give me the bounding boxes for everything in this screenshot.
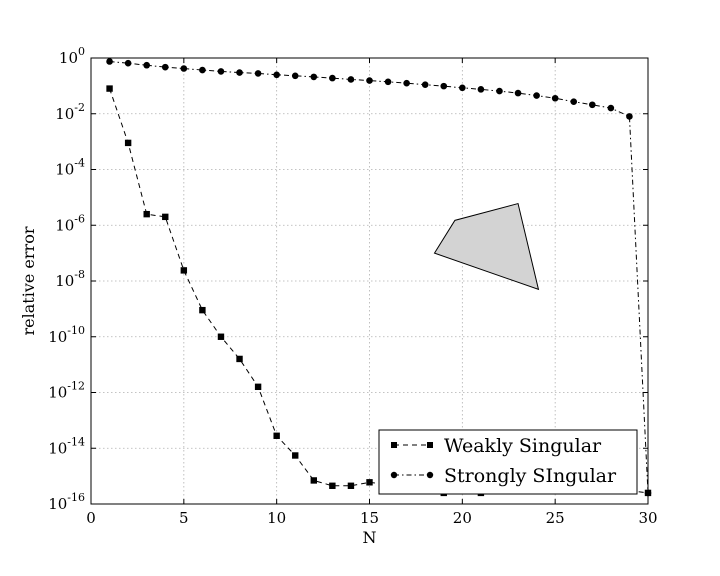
legend-box: [378, 429, 638, 495]
legend-label-weakly: Weakly Singular: [444, 435, 602, 457]
data-point-strongly: [180, 65, 188, 72]
y-tick-label: 10-2: [55, 101, 85, 123]
data-point-strongly: [143, 61, 150, 69]
legend-marker-weakly-end: [427, 442, 433, 448]
data-point-strongly: [329, 74, 336, 82]
x-tick-label: 5: [179, 509, 189, 527]
y-tick-label: 10-10: [48, 324, 85, 346]
data-point-strongly: [589, 101, 596, 109]
data-point-strongly: [199, 66, 206, 74]
data-point-strongly: [421, 81, 429, 89]
y-tick-label: 10-4: [55, 157, 85, 179]
x-tick-label: 10: [267, 509, 286, 527]
data-point-strongly: [310, 73, 318, 81]
legend-marker-weakly-start: [391, 442, 397, 448]
y-tick-label: 10-14: [48, 435, 85, 457]
data-point-weakly: [143, 210, 150, 218]
data-point-strongly: [161, 63, 169, 71]
data-point-weakly: [254, 383, 262, 391]
x-tick-label: 0: [86, 509, 96, 527]
data-point-strongly: [403, 79, 410, 87]
annotation-polygon: [433, 202, 540, 291]
legend-label-strongly: Strongly SIngular: [444, 465, 617, 487]
series-line-1: [109, 60, 649, 493]
data-point-strongly: [440, 82, 448, 90]
data-point-strongly: [217, 68, 225, 75]
data-point-strongly: [106, 58, 113, 65]
data-point-strongly: [514, 89, 522, 97]
data-point-strongly: [366, 77, 373, 84]
data-point-weakly: [329, 482, 336, 489]
data-point-strongly: [607, 104, 615, 112]
data-point-strongly: [459, 84, 466, 92]
data-point-strongly: [570, 98, 578, 106]
legend-marker-strongly-end: [426, 471, 434, 479]
x-tick-label: 20: [453, 509, 472, 527]
data-point-strongly: [236, 69, 243, 76]
data-point-strongly: [626, 113, 633, 120]
data-point-weakly: [366, 479, 373, 486]
data-point-strongly: [496, 87, 503, 95]
data-point-weakly: [162, 213, 169, 221]
data-point-strongly: [477, 86, 485, 93]
data-point-weakly: [180, 267, 188, 274]
y-tick-label: 10-6: [55, 212, 85, 234]
annotation-polygon-layer: [433, 202, 540, 291]
y-axis-label: relative error: [19, 226, 38, 335]
data-point-weakly: [106, 85, 113, 92]
data-point-strongly: [124, 59, 132, 67]
data-point-weakly: [217, 333, 225, 340]
y-tick-label: 10-8: [55, 268, 85, 290]
x-tick-label: 25: [546, 509, 565, 527]
data-point-strongly: [551, 94, 559, 102]
data-point-strongly: [533, 92, 540, 99]
legend: Weakly Singular Strongly SIngular: [378, 429, 638, 495]
data-point-weakly: [236, 355, 243, 363]
data-point-weakly: [124, 139, 132, 147]
ticks: 0 5 10 15 20 25 30 100 10-2 10-4 10-6 10-8 10-10 10-1…: [48, 45, 657, 527]
data-point-weakly: [347, 482, 355, 489]
x-tick-label: 30: [638, 509, 657, 527]
legend-marker-strongly-start: [390, 471, 398, 479]
x-axis-label: N: [363, 528, 377, 547]
data-point-strongly: [273, 71, 280, 79]
data-point-weakly: [273, 432, 280, 439]
data-point-strongly: [384, 78, 392, 86]
data-point-strongly: [347, 76, 355, 83]
data-point-weakly: [199, 306, 206, 314]
y-tick-label: 10-12: [48, 380, 85, 402]
y-tick-label: 100: [59, 45, 85, 67]
data-point-strongly: [254, 70, 262, 77]
x-tick-label: 15: [360, 509, 379, 527]
data-point-strongly: [291, 72, 299, 80]
data-point-weakly: [292, 452, 299, 459]
y-tick-label: 10-16: [48, 491, 85, 513]
data-point-weakly: [310, 477, 317, 484]
